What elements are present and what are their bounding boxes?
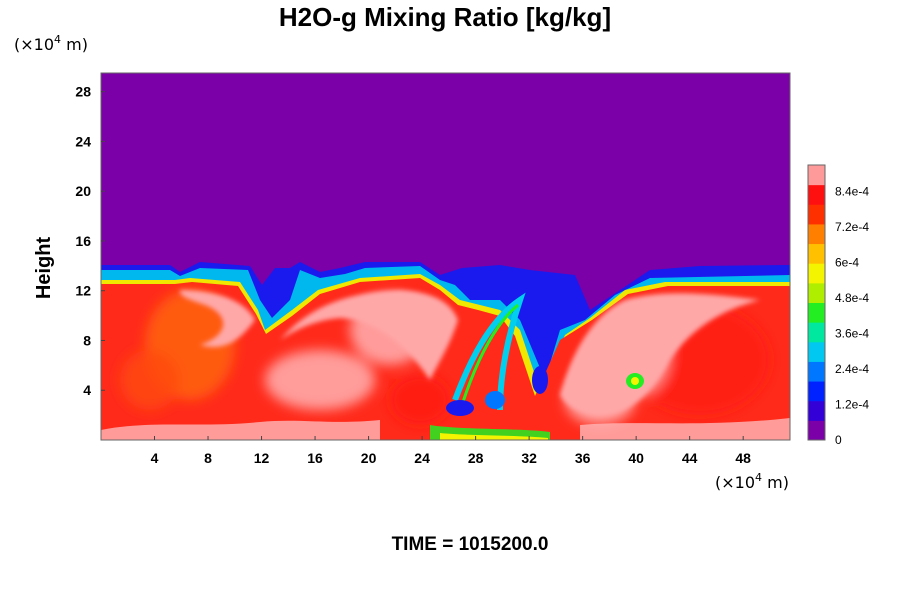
y-tick-label: 12 — [75, 283, 91, 299]
x-tick-label: 20 — [361, 450, 377, 466]
colorbar — [807, 164, 826, 441]
x-tick-label: 24 — [414, 450, 430, 466]
time-footer: TIME = 1015200.0 — [392, 534, 549, 555]
colorbar-swatch — [808, 341, 825, 362]
colorbar-tick-label: 1.2e-4 — [835, 398, 869, 412]
y-tick-label: 4 — [83, 382, 91, 398]
x-axis-unit: (×104 m) — [715, 471, 789, 492]
x-axis-ticks: 4 8 12 16 20 24 28 32 36 40 44 48 — [151, 436, 751, 466]
colorbar-frame — [807, 164, 826, 441]
x-tick-label: 32 — [521, 450, 537, 466]
surface-streak-right — [580, 418, 790, 440]
y-unit-prefix: (×10 — [14, 35, 54, 54]
x-tick-label: 12 — [254, 450, 270, 466]
colorbar-swatch — [808, 322, 825, 343]
colorbar-tick-label: 7.2e-4 — [835, 220, 869, 234]
colorbar-swatch — [808, 420, 825, 441]
surface-streak — [101, 420, 380, 440]
x-tick-label: 40 — [628, 450, 644, 466]
x-tick-label: 36 — [575, 450, 591, 466]
colorbar-ticks: 0 1.2e-4 2.4e-4 3.6e-4 4.8e-4 6e-4 7.2e-4 8.4e-… — [835, 185, 869, 447]
x-tick-label: 28 — [468, 450, 484, 466]
colorbar-swatch — [808, 263, 825, 284]
colorbar-swatch — [808, 204, 825, 225]
pink-swirl-center — [280, 290, 458, 380]
filament-center — [452, 292, 526, 411]
x-tick-label: 44 — [682, 450, 698, 466]
y-tick-label: 8 — [83, 332, 91, 348]
colorbar-tick-label: 0 — [835, 433, 842, 447]
colorbar-tick-label: 6e-4 — [835, 256, 859, 270]
colorbar-tick-label: 4.8e-4 — [835, 291, 869, 305]
x-unit-prefix: (×10 — [715, 473, 755, 492]
chart-title: H2O-g Mixing Ratio [kg/kg] — [279, 2, 611, 32]
heatmap-plot-area — [101, 73, 790, 440]
y-tick-label: 20 — [75, 183, 91, 199]
y-axis-ticks: 4 8 12 16 20 24 28 — [75, 84, 105, 398]
pink-swirl-right — [560, 293, 760, 416]
x-unit-exponent: 4 — [755, 471, 762, 484]
x-unit-suffix: m) — [762, 473, 789, 492]
colorbar-tick-label: 8.4e-4 — [835, 185, 869, 199]
pink-swirl-left — [179, 290, 255, 348]
colorbar-swatch — [808, 302, 825, 323]
y-tick-label: 24 — [75, 133, 91, 149]
x-tick-label: 16 — [307, 450, 323, 466]
colorbar-swatch — [808, 165, 825, 186]
colorbar-swatch — [808, 243, 825, 264]
x-tick-label: 4 — [151, 450, 159, 466]
y-unit-exponent: 4 — [54, 33, 61, 46]
y-axis-unit: (×104 m) — [14, 33, 88, 54]
colorbar-swatch — [808, 400, 825, 421]
y-axis-label: Height — [33, 237, 55, 300]
x-tick-label: 48 — [735, 450, 751, 466]
colorbar-swatch — [808, 184, 825, 205]
colorbar-tick-label: 3.6e-4 — [835, 327, 869, 341]
y-unit-suffix: m) — [61, 35, 88, 54]
filament-center-green — [460, 303, 519, 406]
plot-frame — [100, 72, 791, 441]
y-tick-label: 16 — [75, 233, 91, 249]
colorbar-swatch — [808, 381, 825, 402]
x-tick-label: 8 — [204, 450, 212, 466]
colorbar-tick-label: 2.4e-4 — [835, 362, 869, 376]
blue-pockets — [430, 366, 644, 440]
colorbar-swatch — [808, 361, 825, 382]
y-tick-label: 28 — [75, 84, 91, 100]
colorbar-swatch — [808, 223, 825, 245]
colorbar-swatch — [808, 282, 825, 303]
